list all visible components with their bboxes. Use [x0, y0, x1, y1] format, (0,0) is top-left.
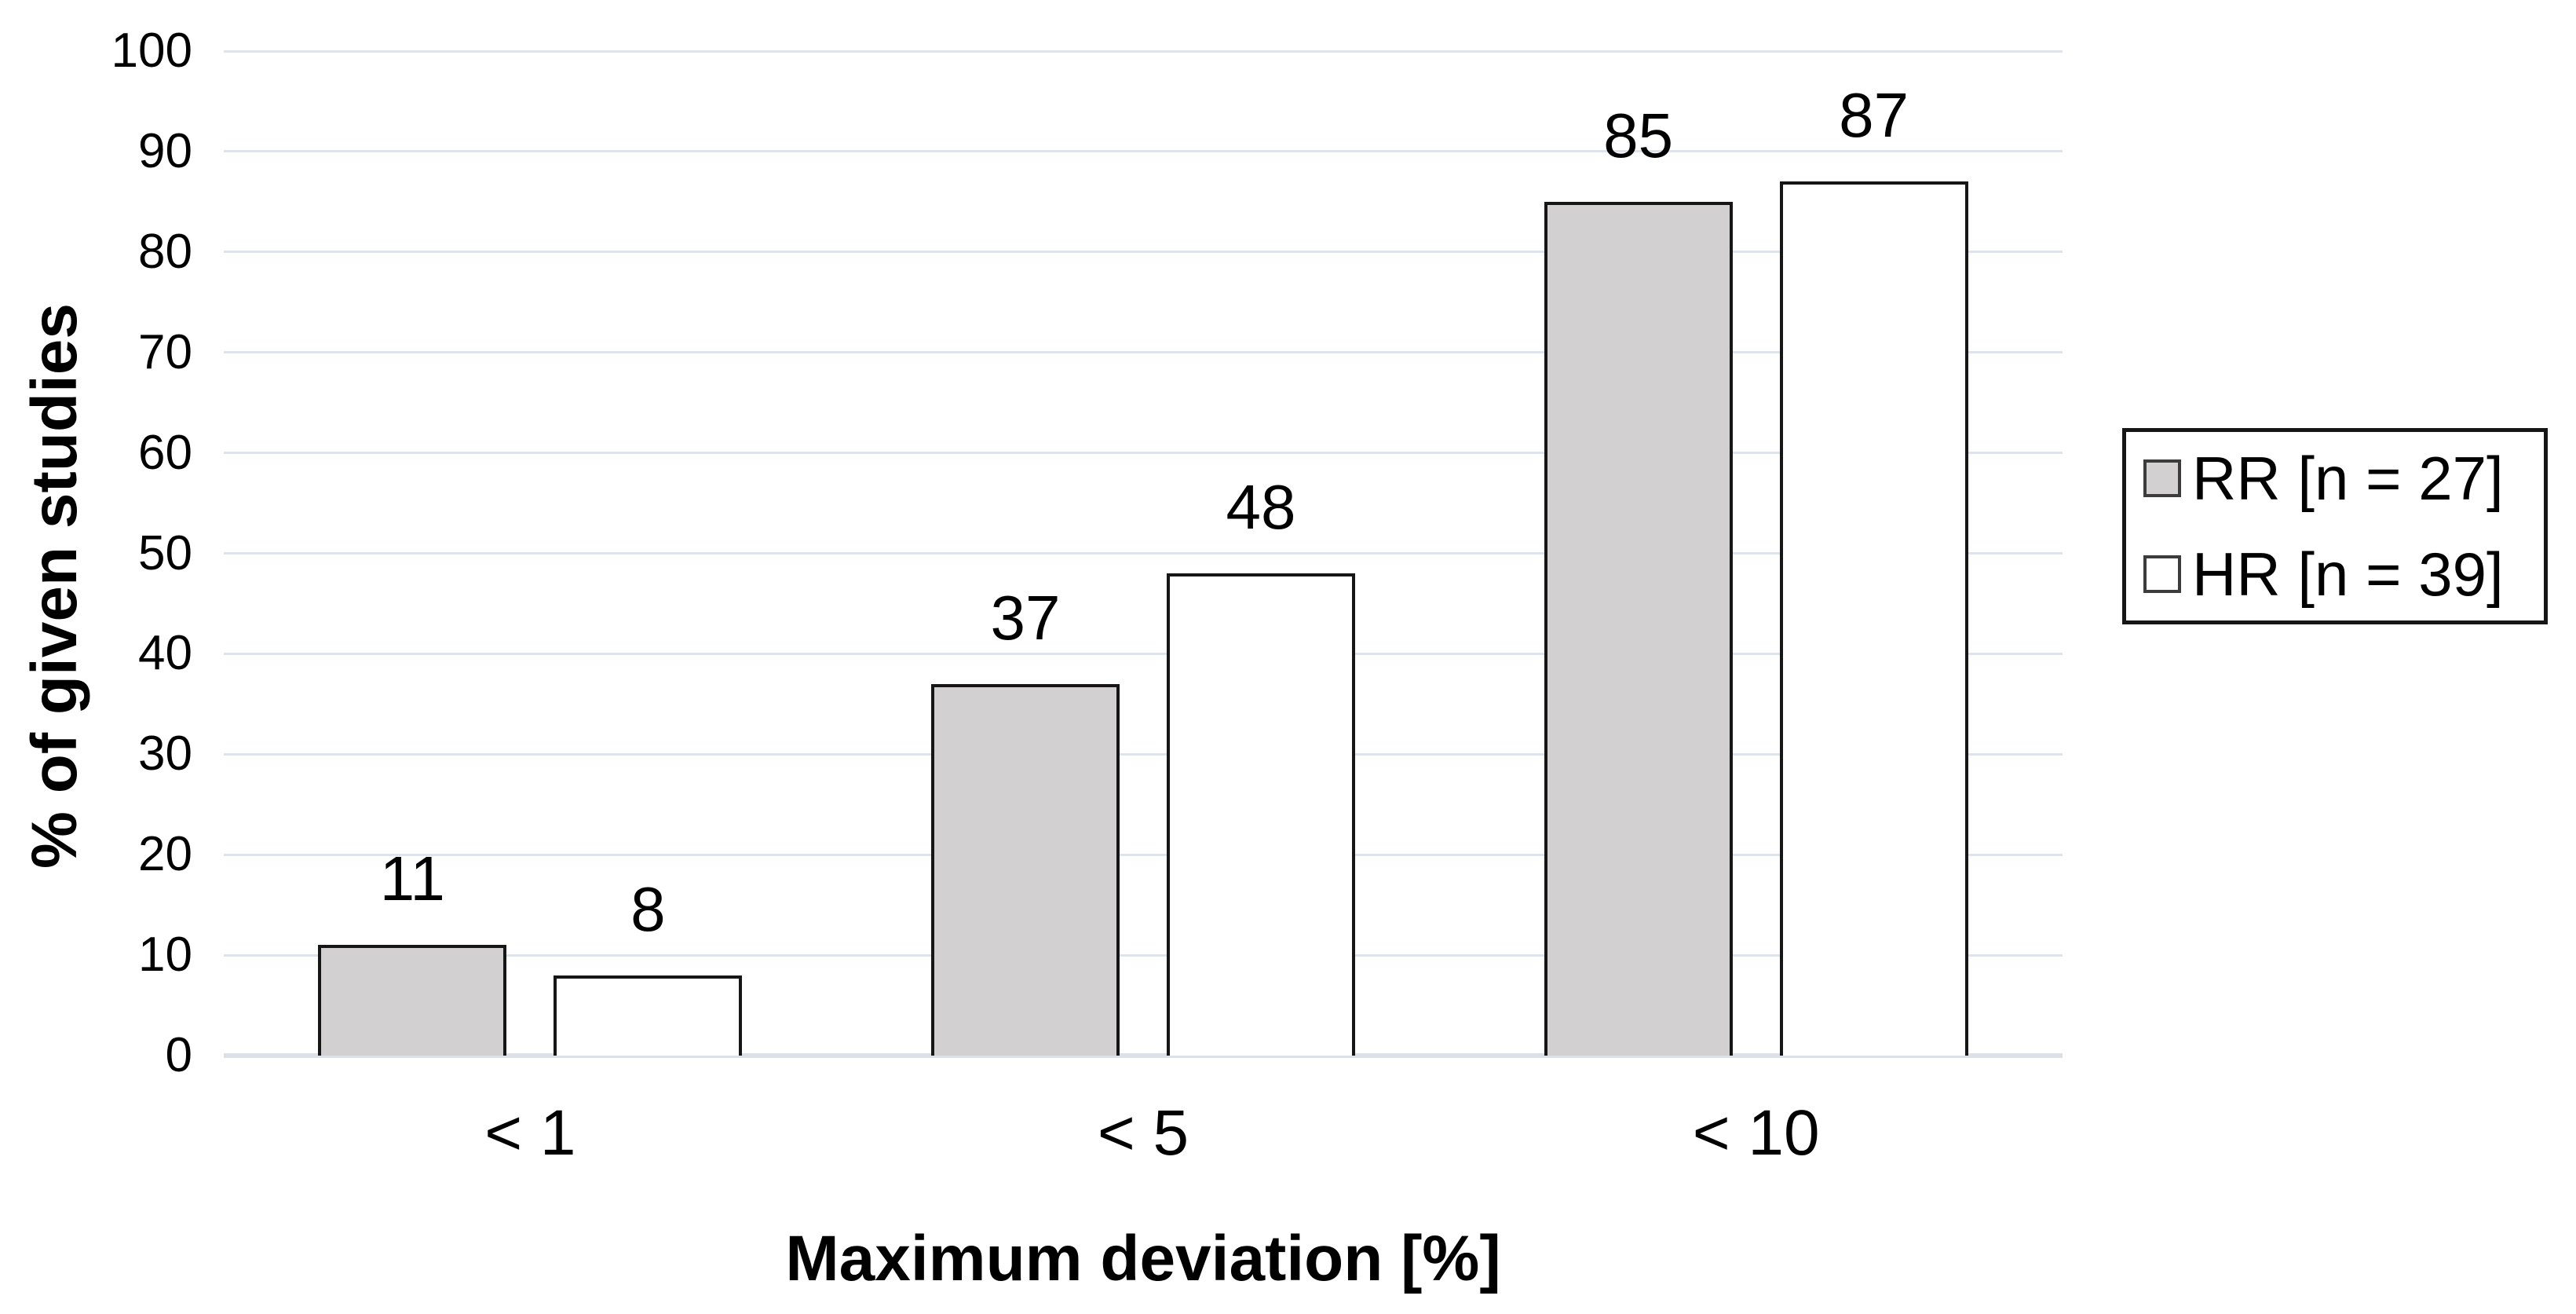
- gridline: [224, 953, 2063, 957]
- x-axis-line: [224, 1053, 2063, 1058]
- y-axis-title: % of given studies: [19, 303, 90, 869]
- plot-area: 11 8 37 48 85 87: [224, 49, 2063, 1058]
- bar-rr-5: [931, 683, 1120, 1056]
- category-label-10: < 10: [1692, 1097, 1820, 1169]
- bar-rr-10: [1544, 201, 1733, 1056]
- y-tick-label: 80: [138, 224, 192, 279]
- gridline: [224, 251, 2063, 254]
- bar-rr-1: [318, 945, 507, 1056]
- x-axis-title: Maximum deviation [%]: [785, 1223, 1501, 1294]
- bar-value-label: 85: [1603, 100, 1674, 170]
- bar-hr-1: [554, 975, 743, 1056]
- legend-swatch-hr: [2143, 555, 2181, 593]
- category-label-1: < 1: [484, 1097, 576, 1169]
- y-tick-label: 40: [138, 626, 192, 681]
- gridline: [224, 150, 2063, 153]
- bar-value-label: 37: [990, 582, 1061, 653]
- bar-hr-10: [1779, 181, 1968, 1056]
- y-tick-label: 90: [138, 123, 192, 178]
- y-tick-label: 50: [138, 525, 192, 580]
- gridline: [224, 752, 2063, 756]
- bar-value-label: 8: [630, 873, 666, 944]
- y-tick-label: 70: [138, 324, 192, 379]
- gridline: [224, 652, 2063, 655]
- legend-label: RR [n = 27]: [2192, 444, 2504, 513]
- legend-entry-hr: HR [n = 39]: [2143, 544, 2536, 605]
- y-tick-label: 30: [138, 727, 192, 781]
- legend-entry-rr: RR [n = 27]: [2143, 448, 2536, 509]
- y-tick-label: 100: [111, 24, 192, 78]
- gridline: [224, 351, 2063, 354]
- bar-hr-5: [1167, 573, 1355, 1056]
- gridline: [224, 552, 2063, 555]
- y-tick-label: 0: [165, 1028, 192, 1082]
- legend-label: HR [n = 39]: [2192, 540, 2504, 609]
- bar-value-label: 48: [1226, 472, 1296, 543]
- gridline: [224, 452, 2063, 455]
- gridline: [224, 853, 2063, 856]
- legend: RR [n = 27] HR [n = 39]: [2122, 428, 2548, 624]
- category-label-5: < 5: [1097, 1097, 1189, 1169]
- y-tick-label: 60: [138, 425, 192, 480]
- gridline: [224, 49, 2063, 53]
- bar-value-label: 87: [1839, 80, 1909, 151]
- legend-swatch-rr: [2143, 459, 2181, 497]
- y-tick-label: 20: [138, 827, 192, 882]
- bar-value-label: 11: [379, 844, 445, 914]
- y-tick-label: 10: [138, 928, 192, 983]
